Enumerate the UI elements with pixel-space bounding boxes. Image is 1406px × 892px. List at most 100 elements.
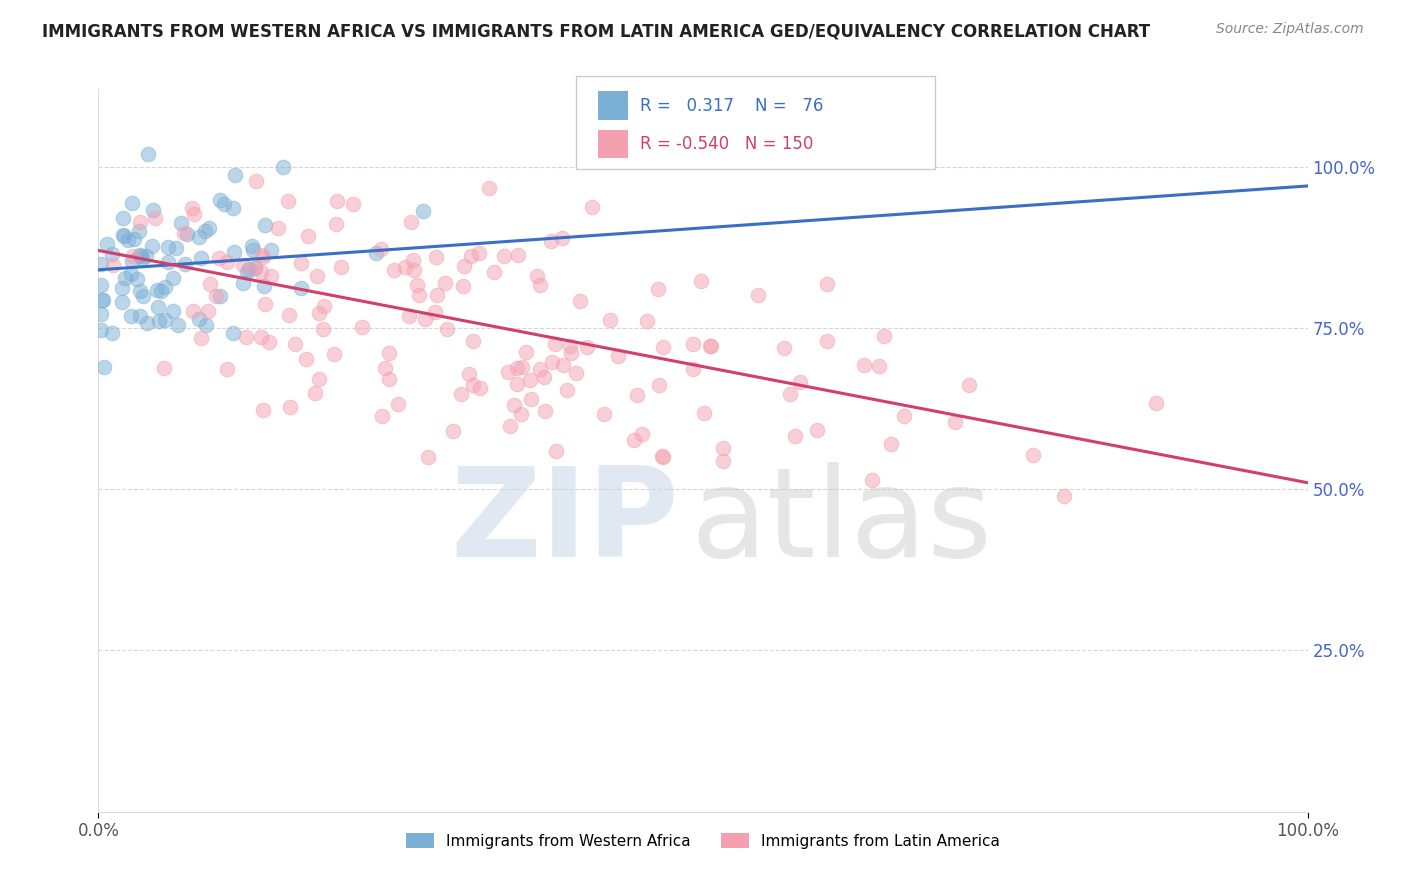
Point: [312, 300, 335, 314]
Point: [1144, 396, 1167, 410]
Point: [779, 387, 801, 401]
Point: [873, 329, 896, 343]
Point: [868, 359, 890, 373]
Point: [181, 201, 204, 215]
Point: [208, 252, 231, 266]
Point: [534, 404, 557, 418]
Point: [290, 281, 312, 295]
Point: [425, 250, 447, 264]
Point: [215, 361, 238, 376]
Point: [259, 334, 281, 349]
Point: [496, 365, 519, 379]
Point: [100, 247, 122, 261]
Point: [198, 221, 221, 235]
Point: [232, 258, 254, 272]
Point: [682, 361, 704, 376]
Point: [458, 367, 481, 381]
Point: [451, 279, 474, 293]
Point: [278, 400, 301, 414]
Point: [529, 277, 551, 292]
Point: [188, 311, 211, 326]
Point: [238, 261, 260, 276]
Point: [305, 269, 328, 284]
Point: [304, 386, 326, 401]
Point: [330, 260, 353, 275]
Point: [250, 330, 273, 344]
Point: [502, 398, 524, 412]
Point: [194, 318, 217, 332]
Point: [1053, 489, 1076, 503]
Text: IMMIGRANTS FROM WESTERN AFRICA VS IMMIGRANTS FROM LATIN AMERICA GED/EQUIVALENCY : IMMIGRANTS FROM WESTERN AFRICA VS IMMIGR…: [42, 22, 1150, 40]
Point: [529, 362, 551, 376]
Point: [252, 250, 274, 264]
Point: [162, 271, 184, 285]
Point: [592, 407, 614, 421]
Text: ZIP: ZIP: [450, 462, 679, 583]
Point: [957, 378, 980, 392]
Point: [893, 409, 915, 424]
Point: [711, 454, 734, 468]
Point: [141, 238, 163, 252]
Point: [700, 339, 723, 353]
Point: [122, 249, 145, 263]
Point: [402, 263, 425, 277]
Point: [103, 258, 125, 272]
Point: [197, 304, 219, 318]
Point: [852, 358, 875, 372]
Point: [111, 227, 134, 242]
Point: [128, 284, 150, 298]
Point: [651, 449, 673, 463]
Text: atlas: atlas: [690, 462, 993, 583]
Point: [399, 215, 422, 229]
Point: [599, 312, 621, 326]
Point: [494, 249, 516, 263]
Point: [551, 231, 574, 245]
Point: [408, 287, 430, 301]
Point: [212, 196, 235, 211]
Point: [96, 237, 118, 252]
Point: [271, 160, 294, 174]
Point: [711, 442, 734, 456]
Point: [90, 307, 112, 321]
Point: [215, 255, 238, 269]
Point: [284, 336, 307, 351]
Point: [412, 203, 434, 218]
Point: [135, 316, 157, 330]
Point: [426, 288, 449, 302]
Point: [127, 272, 149, 286]
Point: [312, 322, 335, 336]
Point: [555, 383, 578, 397]
Point: [252, 403, 274, 417]
Point: [114, 271, 136, 285]
Point: [297, 228, 319, 243]
Point: [260, 269, 283, 284]
Point: [253, 278, 276, 293]
Point: [93, 360, 115, 375]
Point: [406, 278, 429, 293]
Point: [441, 424, 464, 438]
Point: [540, 355, 562, 369]
Point: [129, 249, 152, 263]
Point: [416, 450, 439, 464]
Point: [323, 347, 346, 361]
Point: [253, 297, 276, 311]
Point: [236, 264, 259, 278]
Point: [181, 304, 204, 318]
Point: [647, 282, 669, 296]
Point: [200, 277, 222, 292]
Point: [295, 352, 318, 367]
Point: [510, 360, 533, 375]
Point: [245, 174, 267, 188]
Point: [235, 330, 257, 344]
Point: [630, 427, 652, 442]
Text: R = -0.540   N = 150: R = -0.540 N = 150: [640, 135, 813, 153]
Point: [626, 388, 648, 402]
Point: [783, 429, 806, 443]
Point: [91, 293, 114, 307]
Point: [121, 309, 143, 323]
Point: [1022, 448, 1045, 462]
Point: [173, 227, 195, 241]
Point: [636, 314, 658, 328]
Point: [607, 349, 630, 363]
Point: [135, 250, 157, 264]
